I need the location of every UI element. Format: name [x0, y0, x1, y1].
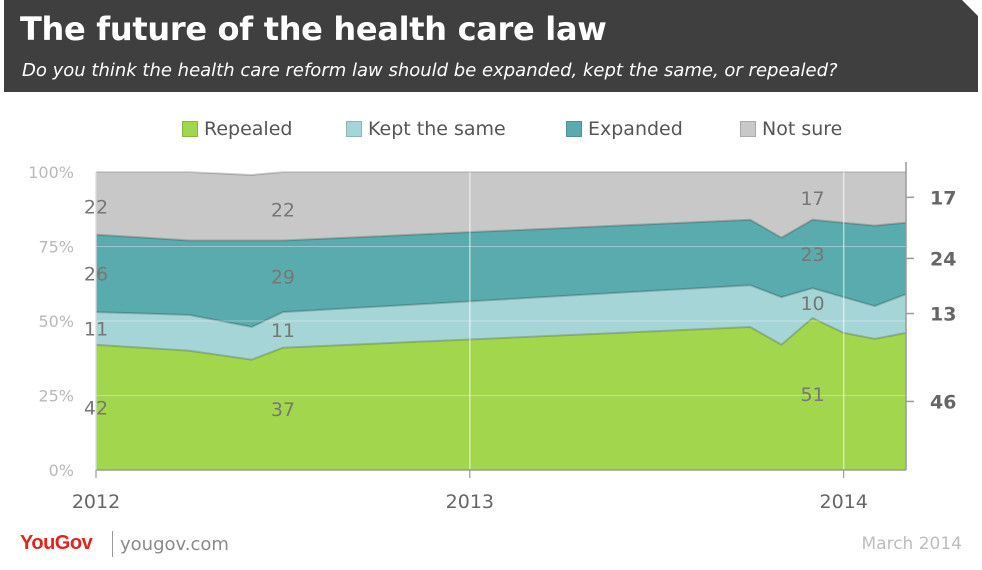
legend-swatch-kept — [346, 121, 362, 137]
data-label-repealed: 37 — [271, 399, 295, 421]
chart-title: The future of the health care law — [20, 10, 607, 48]
chart-legend: Repealed Kept the same Expanded Not sure — [0, 116, 982, 146]
y-tick-label: 25% — [38, 387, 74, 406]
series-line-expanded — [95, 218, 907, 242]
legend-swatch-expanded — [566, 121, 582, 137]
data-label-not-sure: 22 — [271, 200, 295, 222]
legend-swatch-not-sure — [740, 121, 756, 137]
legend-item-kept: Kept the same — [346, 118, 506, 140]
legend-swatch-repealed — [182, 121, 198, 137]
x-tick-label: 2012 — [72, 491, 120, 513]
legend-label-repealed: Repealed — [204, 118, 293, 140]
series-line-kept-the-same — [95, 284, 907, 329]
data-label-repealed: 51 — [800, 384, 824, 406]
y-tick-label: 50% — [38, 312, 74, 331]
footer-divider — [112, 531, 113, 557]
legend-label-not-sure: Not sure — [762, 118, 843, 140]
data-label-expanded: 26 — [84, 263, 108, 285]
legend-label-expanded: Expanded — [588, 118, 683, 140]
y-tick-label: 75% — [38, 238, 74, 257]
data-label-kept-the-same: 11 — [271, 320, 295, 342]
header-corner-cut — [962, 0, 978, 16]
y-tick-label: 100% — [28, 163, 74, 182]
series-line-not-sure — [96, 171, 906, 177]
y-tick-label: 0% — [49, 461, 74, 480]
end-label-not-sure: 17 — [930, 187, 956, 209]
data-label-repealed: 42 — [84, 397, 108, 419]
data-label-kept-the-same: 10 — [800, 293, 824, 315]
data-label-expanded: 23 — [800, 244, 824, 266]
area-repealed — [96, 318, 906, 470]
end-label-kept-the-same: 13 — [930, 304, 956, 326]
end-label-expanded: 24 — [930, 248, 956, 270]
legend-item-expanded: Expanded — [566, 118, 683, 140]
data-label-kept-the-same: 11 — [84, 318, 108, 340]
chart-header: The future of the health care law Do you… — [4, 0, 978, 92]
footer-date: March 2014 — [861, 534, 963, 554]
data-label-not-sure: 17 — [800, 188, 824, 210]
x-tick-label: 2013 — [446, 491, 494, 513]
legend-item-repealed: Repealed — [182, 118, 292, 140]
legend-label-kept: Kept the same — [368, 118, 506, 140]
data-label-expanded: 29 — [271, 266, 295, 288]
x-tick-label: 2014 — [820, 491, 868, 513]
stacked-area-chart: 0% 25% 50% 75% 100% 2012 2013 2014 42 11 26 22 37 11 2… — [28, 162, 956, 513]
series-line-repealed — [95, 316, 907, 361]
chart-subtitle: Do you think the health care reform law … — [22, 60, 838, 81]
legend-item-not-sure: Not sure — [740, 118, 842, 140]
yougov-logo: YouGov — [20, 532, 93, 554]
footer-url: yougov.com — [120, 534, 229, 555]
data-label-not-sure: 22 — [84, 196, 108, 218]
end-label-repealed: 46 — [930, 391, 956, 413]
